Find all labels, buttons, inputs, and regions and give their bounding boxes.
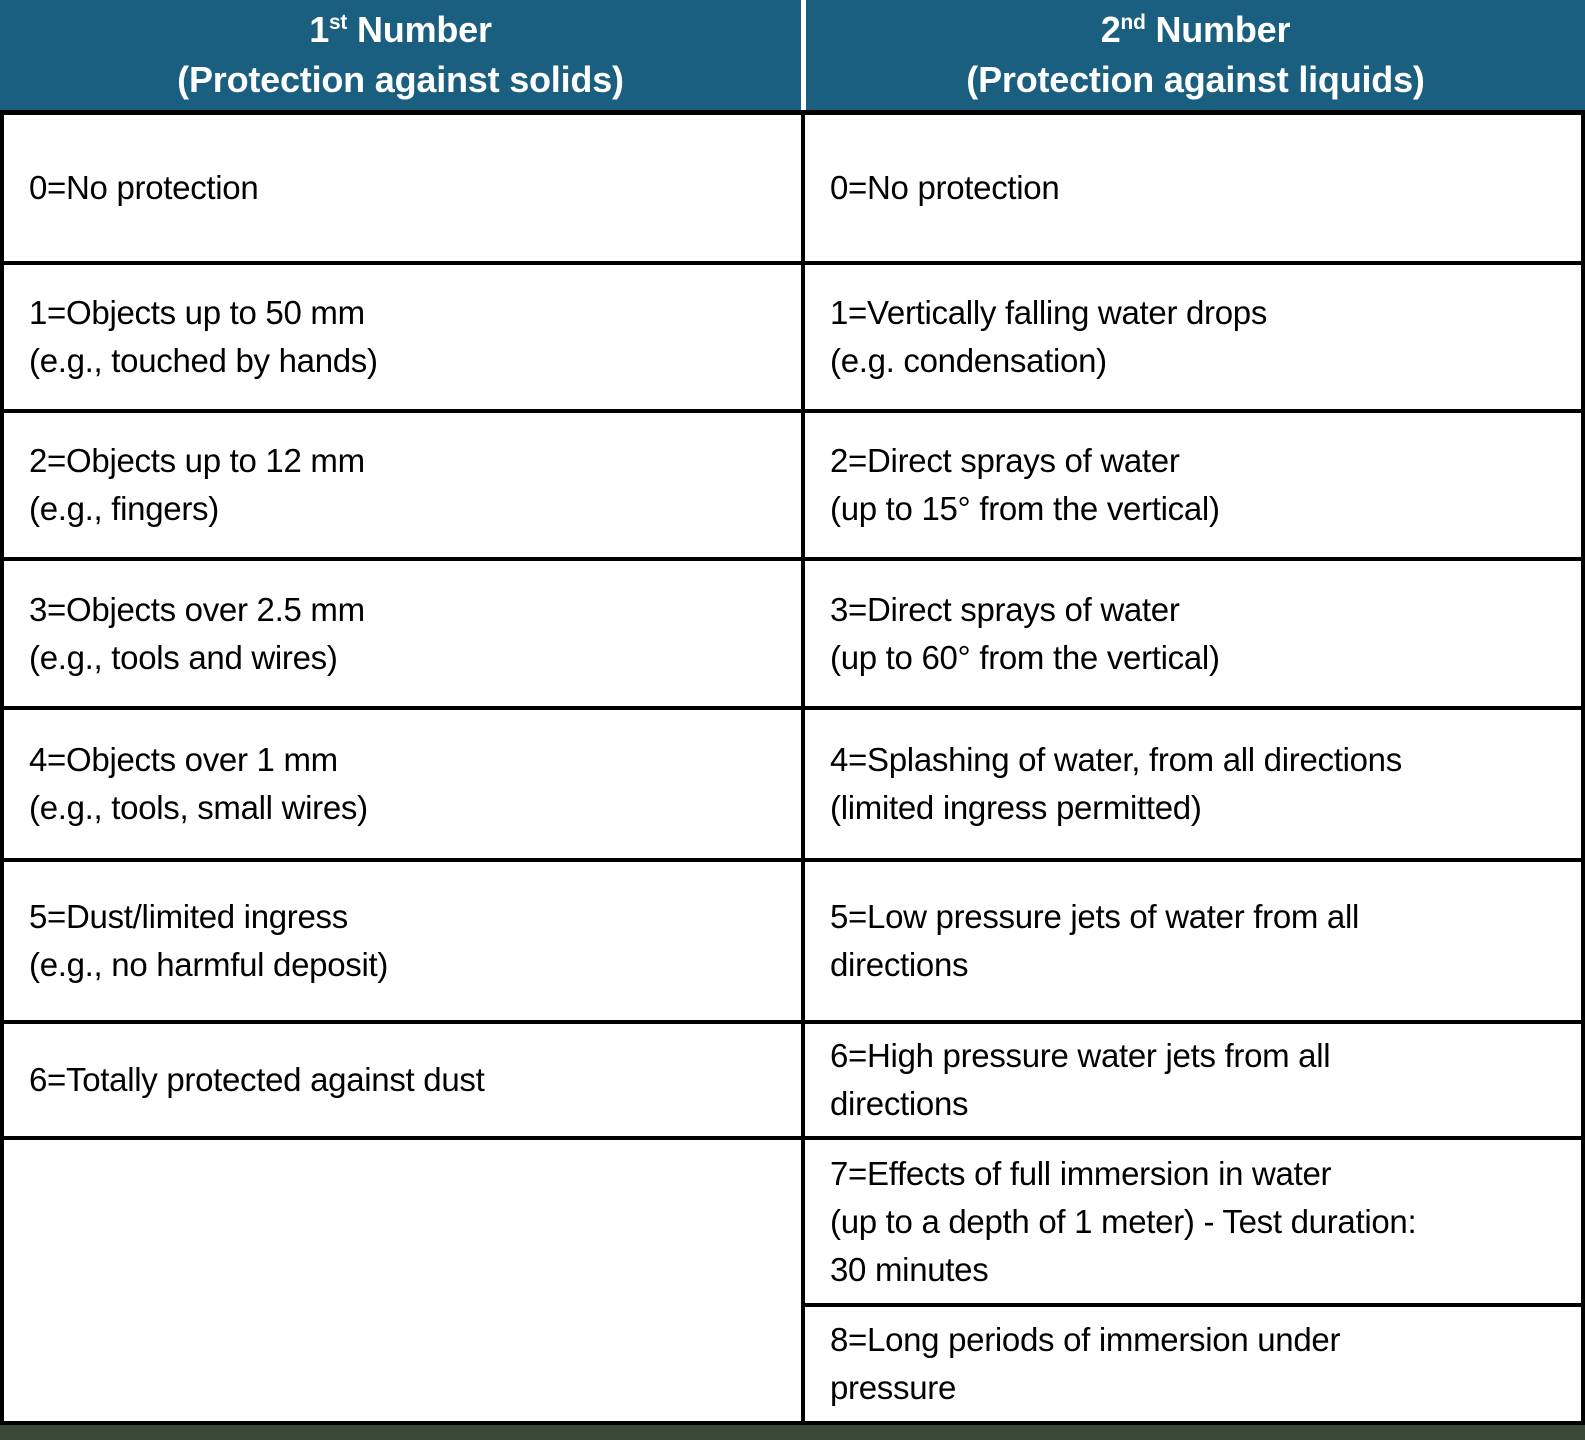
liquids-row-6: 6=High pressure water jets from all dire… bbox=[805, 1024, 1581, 1136]
cell-line: (up to 15° from the vertical) bbox=[830, 490, 1220, 527]
cell-line: 0=No protection bbox=[29, 169, 259, 206]
header-liquids: 2nd Number (Protection against liquids) bbox=[806, 0, 1585, 110]
liquids-row-7: 7=Effects of full immersion in water (up… bbox=[805, 1140, 1581, 1303]
header-liquids-subtitle: (Protection against liquids) bbox=[966, 59, 1425, 100]
header-solids: 1st Number (Protection against solids) bbox=[0, 0, 801, 110]
cell-line: 2=Objects up to 12 mm bbox=[29, 442, 365, 479]
cell-line: 1=Vertically falling water drops bbox=[830, 294, 1268, 331]
solids-row-3: 3=Objects over 2.5 mm (e.g., tools and w… bbox=[4, 561, 801, 706]
table-body: 0=No protection 0=No protection 1=Object… bbox=[0, 115, 1585, 1425]
cell-line: (limited ingress permitted) bbox=[830, 789, 1202, 826]
header-divider bbox=[801, 0, 806, 110]
liquids-row-2: 2=Direct sprays of water (up to 15° from… bbox=[805, 413, 1581, 557]
cell-line: (up to a depth of 1 meter) - Test durati… bbox=[830, 1202, 1417, 1240]
liquids-row-0: 0=No protection bbox=[805, 115, 1581, 261]
cell-line: 6=Totally protected against dust bbox=[29, 1061, 485, 1098]
cell-line: 6=High pressure water jets from all bbox=[830, 1037, 1331, 1074]
solids-empty-cell bbox=[4, 1140, 801, 1421]
header-liquids-title: 2nd Number bbox=[1100, 9, 1291, 50]
cell-line: 3=Objects over 2.5 mm bbox=[29, 590, 365, 628]
ordinal-superscript: nd bbox=[1120, 11, 1146, 34]
header-solids-subtitle: (Protection against solids) bbox=[177, 59, 624, 100]
cell-line: 7=Effects of full immersion in water bbox=[830, 1154, 1332, 1192]
solids-row-2: 2=Objects up to 12 mm (e.g., fingers) bbox=[4, 413, 801, 557]
solids-row-6: 6=Totally protected against dust bbox=[4, 1024, 801, 1136]
liquids-row-5: 5=Low pressure jets of water from all di… bbox=[805, 862, 1581, 1020]
cell-line: (e.g., fingers) bbox=[29, 490, 219, 527]
cell-line: 5=Low pressure jets of water from all bbox=[830, 898, 1360, 935]
solids-row-0: 0=No protection bbox=[4, 115, 801, 261]
cell-line: 3=Direct sprays of water bbox=[830, 590, 1180, 628]
cell-line: (e.g., touched by hands) bbox=[29, 342, 378, 379]
liquids-row-3: 3=Direct sprays of water (up to 60° from… bbox=[805, 561, 1581, 706]
table-header-row: 1st Number (Protection against solids) 2… bbox=[0, 0, 1585, 115]
ordinal-superscript: st bbox=[329, 11, 348, 34]
cell-line: 0=No protection bbox=[830, 169, 1060, 206]
liquids-row-8: 8=Long periods of immersion under pressu… bbox=[805, 1307, 1581, 1421]
cell-line: (e.g., no harmful deposit) bbox=[29, 946, 389, 983]
cell-line: (e.g. condensation) bbox=[830, 342, 1107, 379]
cell-line: 4=Objects over 1 mm bbox=[29, 741, 338, 778]
cell-line: pressure bbox=[830, 1369, 956, 1406]
cell-line: directions bbox=[830, 1085, 969, 1122]
solids-row-5: 5=Dust/limited ingress (e.g., no harmful… bbox=[4, 862, 801, 1020]
cell-line: 1=Objects up to 50 mm bbox=[29, 294, 365, 331]
bottom-bar bbox=[0, 1425, 1585, 1440]
liquids-row-1: 1=Vertically falling water drops (e.g. c… bbox=[805, 265, 1581, 409]
cell-line: 8=Long periods of immersion under bbox=[830, 1321, 1341, 1358]
cell-line: 30 minutes bbox=[830, 1250, 989, 1288]
cell-line: (e.g., tools, small wires) bbox=[29, 789, 368, 826]
cell-line: 2=Direct sprays of water bbox=[830, 442, 1180, 479]
cell-line: 4=Splashing of water, from all direction… bbox=[830, 741, 1402, 778]
cell-line: (up to 60° from the vertical) bbox=[830, 638, 1220, 676]
solids-row-4: 4=Objects over 1 mm (e.g., tools, small … bbox=[4, 710, 801, 858]
liquids-row-4: 4=Splashing of water, from all direction… bbox=[805, 710, 1581, 858]
cell-line: 5=Dust/limited ingress bbox=[29, 898, 348, 935]
cell-line: (e.g., tools and wires) bbox=[29, 638, 338, 676]
solids-row-1: 1=Objects up to 50 mm (e.g., touched by … bbox=[4, 265, 801, 409]
header-solids-title: 1st Number bbox=[309, 9, 492, 50]
cell-line: directions bbox=[830, 946, 969, 983]
